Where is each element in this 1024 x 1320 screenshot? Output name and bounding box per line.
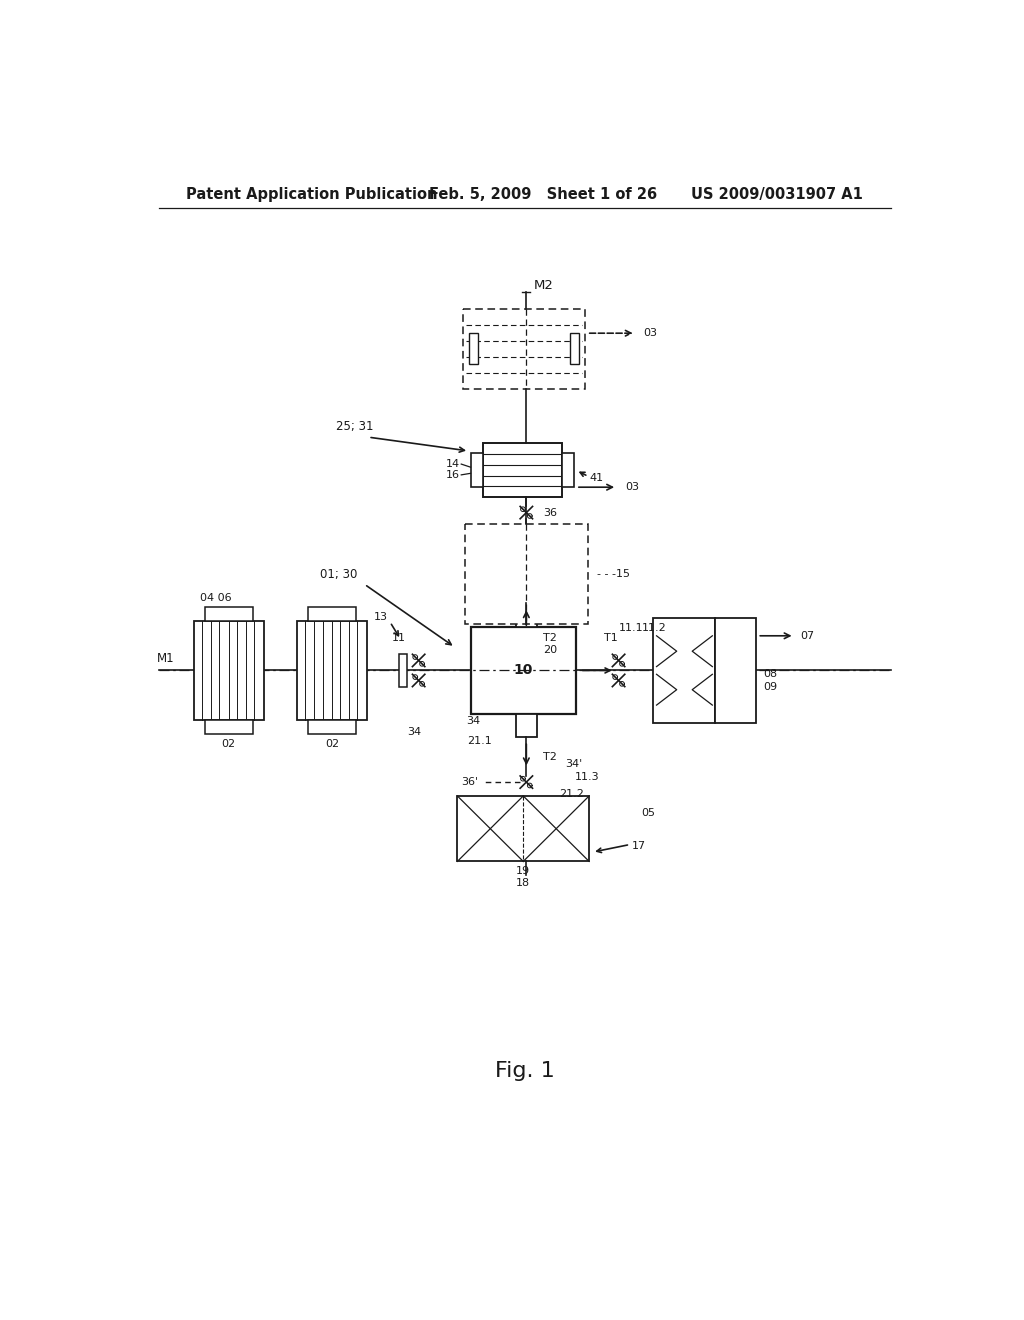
- Bar: [297, 622, 367, 719]
- Bar: [569, 333, 579, 364]
- Text: 19: 19: [516, 866, 530, 875]
- Text: 10: 10: [514, 664, 532, 677]
- Text: 01; 30: 01; 30: [321, 568, 357, 581]
- Bar: [716, 618, 756, 723]
- Text: US 2009/0031907 A1: US 2009/0031907 A1: [690, 187, 862, 202]
- Text: 20: 20: [544, 645, 557, 656]
- Text: 03: 03: [643, 329, 657, 338]
- Text: 13: 13: [374, 611, 388, 622]
- Text: - - -15: - - -15: [597, 569, 630, 579]
- Text: 25; 31: 25; 31: [336, 420, 373, 433]
- Bar: [469, 333, 478, 364]
- Text: 17: 17: [632, 841, 646, 851]
- Bar: [465, 524, 588, 624]
- Bar: [458, 796, 589, 862]
- Text: 09: 09: [764, 682, 777, 693]
- Bar: [205, 719, 253, 734]
- Bar: [308, 719, 356, 734]
- Bar: [463, 309, 586, 389]
- Bar: [194, 622, 263, 719]
- Text: 18: 18: [516, 878, 530, 888]
- Text: 36': 36': [461, 777, 478, 787]
- Text: 41: 41: [590, 473, 604, 483]
- Text: M1: M1: [157, 652, 174, 665]
- Bar: [308, 607, 356, 622]
- Bar: [399, 653, 407, 688]
- Bar: [515, 714, 538, 738]
- Bar: [471, 453, 483, 487]
- Text: 16: 16: [445, 470, 460, 480]
- Text: Fig. 1: Fig. 1: [495, 1061, 555, 1081]
- Text: 02: 02: [325, 739, 339, 750]
- Text: Patent Application Publication: Patent Application Publication: [186, 187, 437, 202]
- Text: 11.1: 11.1: [618, 623, 643, 634]
- Text: 03: 03: [625, 482, 639, 492]
- Text: T2: T2: [544, 634, 557, 643]
- Bar: [515, 603, 538, 627]
- Text: 08: 08: [764, 669, 777, 680]
- Text: 34: 34: [466, 715, 480, 726]
- Bar: [562, 453, 574, 487]
- Bar: [653, 618, 716, 723]
- Bar: [483, 444, 562, 498]
- Text: 21.2: 21.2: [559, 788, 584, 799]
- Text: Feb. 5, 2009   Sheet 1 of 26: Feb. 5, 2009 Sheet 1 of 26: [429, 187, 656, 202]
- Text: 34': 34': [565, 759, 583, 770]
- Text: 11.3: 11.3: [574, 772, 599, 783]
- Text: T1: T1: [604, 634, 617, 643]
- Bar: [205, 607, 253, 622]
- Text: 21.1: 21.1: [468, 737, 493, 746]
- Text: T2: T2: [544, 751, 557, 762]
- Text: 07: 07: [801, 631, 815, 640]
- Bar: [471, 627, 575, 714]
- Text: 05: 05: [641, 808, 655, 818]
- Text: 02: 02: [221, 739, 236, 750]
- Text: 04 06: 04 06: [200, 593, 231, 603]
- Text: 34: 34: [408, 727, 422, 737]
- Text: 11.2: 11.2: [642, 623, 667, 634]
- Text: M2: M2: [535, 279, 554, 292]
- Text: 11: 11: [392, 634, 407, 643]
- Text: 14: 14: [445, 459, 460, 469]
- Text: 36: 36: [544, 508, 557, 517]
